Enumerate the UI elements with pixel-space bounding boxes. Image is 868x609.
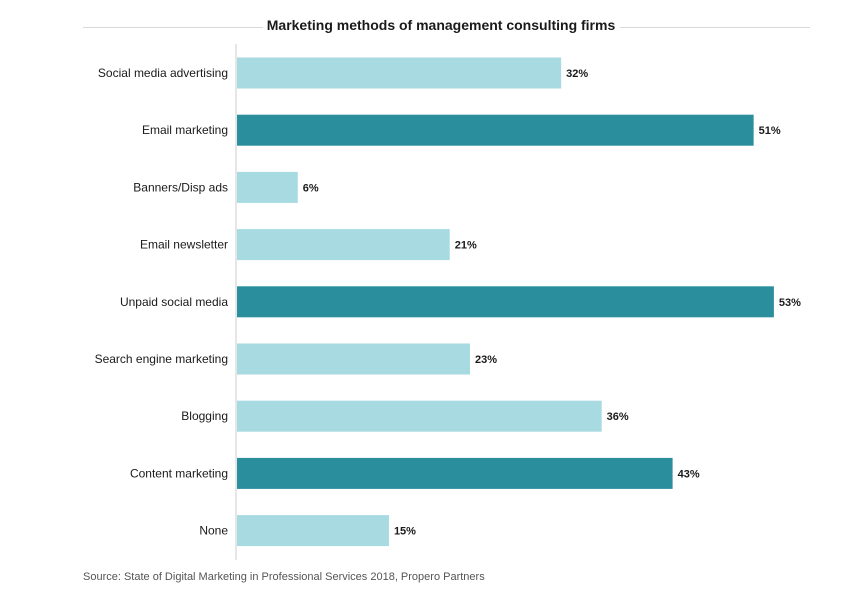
bar-value-label: 6% xyxy=(303,182,319,194)
category-label: Email marketing xyxy=(142,123,228,137)
category-label: Banners/Disp ads xyxy=(133,180,228,194)
category-label: Content marketing xyxy=(130,466,228,480)
bar xyxy=(237,343,470,375)
bar xyxy=(237,515,389,547)
bar xyxy=(237,57,562,89)
category-label: Social media advertising xyxy=(98,66,228,80)
bar-value-label: 43% xyxy=(678,468,700,480)
bar-value-label: 15% xyxy=(394,526,416,538)
bar-value-label: 36% xyxy=(607,411,629,423)
bar xyxy=(237,457,673,489)
bar xyxy=(237,229,450,261)
chart-title: Marketing methods of management consulti… xyxy=(266,17,616,33)
bar xyxy=(237,171,298,203)
category-label: None xyxy=(199,524,228,538)
title-rule-left xyxy=(83,27,263,28)
bar xyxy=(237,114,754,146)
bar-value-label: 32% xyxy=(566,68,588,80)
bar xyxy=(237,400,602,432)
bar-value-label: 51% xyxy=(759,125,781,137)
title-rule-right xyxy=(620,27,810,28)
category-label: Blogging xyxy=(181,409,228,423)
category-label: Unpaid social media xyxy=(120,295,228,309)
bar-value-label: 21% xyxy=(455,240,477,252)
category-label: Search engine marketing xyxy=(95,352,228,366)
category-label: Email newsletter xyxy=(140,238,228,252)
chart-source: Source: State of Digital Marketing in Pr… xyxy=(83,571,485,583)
bar-value-label: 53% xyxy=(779,297,801,309)
bar-value-label: 23% xyxy=(475,354,497,366)
bar xyxy=(237,286,774,318)
